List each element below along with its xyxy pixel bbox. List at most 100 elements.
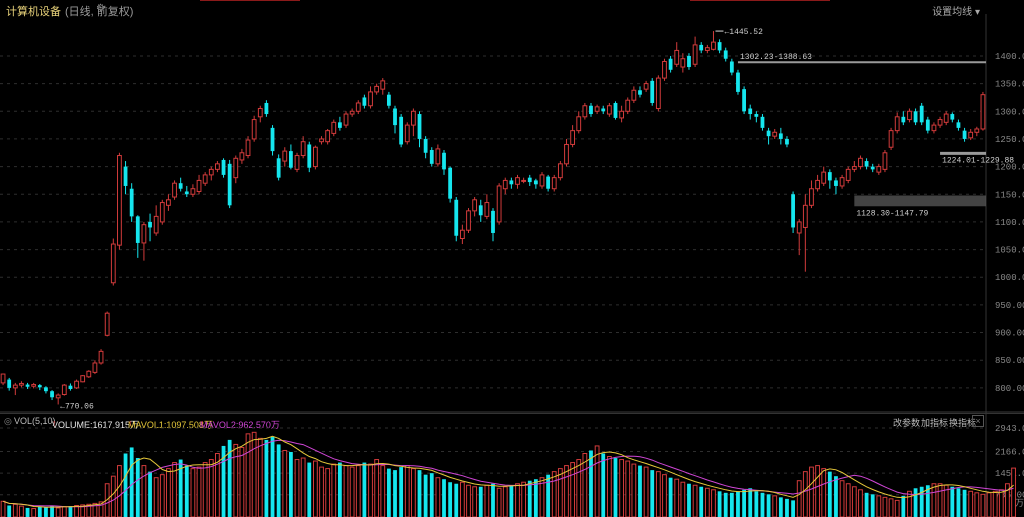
candle-body-up — [802, 204, 808, 228]
candle-body-down — [25, 384, 30, 387]
volume-bar-down — [766, 494, 771, 517]
candle-body-down — [68, 385, 73, 389]
candle-body-up — [215, 163, 220, 170]
volume-bar-down — [270, 436, 275, 517]
volume-bar-down — [748, 488, 753, 517]
volume-bar-down — [864, 492, 869, 517]
close-indicator-icon[interactable]: × — [972, 415, 984, 427]
volume-bar-down — [736, 491, 740, 517]
volume-bar-down — [533, 479, 538, 517]
volume-bar-down — [221, 445, 226, 517]
volume-bar-up — [606, 456, 612, 517]
volume-bar-up — [815, 465, 820, 517]
candle-body-up — [821, 171, 827, 184]
volume-bar-up — [643, 466, 649, 517]
volume-bar-up — [239, 446, 245, 517]
candle-body-down — [736, 72, 740, 92]
volume-bar-up — [839, 480, 845, 517]
candle-body-up — [117, 155, 122, 246]
candle-body-up — [380, 80, 386, 90]
candle-body-up — [692, 44, 698, 65]
candle-body-down — [613, 102, 618, 118]
volume-bar-up — [343, 465, 349, 517]
volume-bar-down — [264, 439, 269, 517]
volume-bar-down — [454, 483, 459, 517]
volume-bar-down — [68, 506, 73, 517]
candle-body-up — [312, 146, 318, 168]
volume-bar-up — [404, 465, 410, 517]
volume-bar-up — [435, 477, 441, 517]
candle-body-down — [778, 133, 783, 139]
volume-bar-down — [129, 447, 134, 517]
volume-bar-down — [791, 500, 795, 517]
volume-bar-up — [380, 465, 386, 517]
volume-bar-up — [153, 477, 159, 517]
candle-body-up — [888, 130, 894, 148]
volume-bar-up — [86, 503, 92, 517]
candle-body-up — [680, 58, 686, 68]
candle-body-up — [619, 110, 625, 119]
candle-body-down — [448, 167, 453, 199]
candle-body-down — [913, 111, 918, 123]
candle-body-up — [515, 177, 520, 185]
gap-zone-label: 1128.30-1147.79 — [856, 209, 928, 218]
settings-gear-icon[interactable]: ⚙ — [96, 3, 105, 14]
volume-bar-up — [374, 459, 380, 517]
candle-body-down — [717, 42, 722, 51]
price-tick-label: 1050.00 — [995, 246, 1024, 256]
candle-body-down — [729, 61, 734, 73]
volume-bar-up — [355, 465, 361, 517]
candle-body-up — [410, 110, 416, 126]
volume-bar-up — [631, 463, 637, 517]
volume-bar-up — [796, 480, 802, 517]
candle-body-down — [264, 102, 269, 115]
candle-body-down — [50, 391, 54, 398]
volume-bar-up — [564, 465, 569, 517]
volume-bar-up — [282, 449, 288, 517]
candle-body-up — [980, 94, 986, 130]
set-ma-button[interactable]: 设置均线 ▾ — [932, 7, 980, 18]
candle-body-up — [466, 210, 471, 231]
candle-body-up — [31, 384, 37, 387]
candle-body-up — [882, 152, 888, 170]
volume-bar-down — [925, 485, 930, 517]
volume-bar-down — [919, 486, 924, 517]
volume-bar-down — [393, 470, 397, 517]
candle-body-up — [294, 155, 300, 170]
candle-body-down — [393, 108, 397, 126]
candle-body-up — [245, 139, 251, 157]
volume-bar-down — [778, 497, 783, 517]
candle-body-up — [551, 177, 557, 190]
candle-body-down — [870, 166, 875, 170]
volume-bar-down — [546, 474, 551, 517]
candle-body-down — [129, 188, 134, 217]
volume-bar-down — [362, 462, 367, 517]
candle-body-up — [74, 380, 79, 389]
candle-body-up — [98, 350, 104, 364]
candle-body-down — [638, 90, 642, 95]
volume-bar-up — [557, 468, 563, 517]
volume-bar-down — [827, 471, 832, 517]
candle-body-down — [546, 176, 551, 189]
mavol2-line — [2, 439, 1014, 508]
volume-bar-up — [576, 459, 582, 517]
volume-bar-up — [166, 468, 171, 517]
change-params-button[interactable]: 改参数 — [893, 418, 921, 428]
candle-body-down — [650, 80, 655, 103]
candle-body-up — [233, 157, 239, 179]
volume-bar-down — [509, 485, 514, 517]
volume-bar-up — [141, 465, 147, 517]
volume-bar-down — [37, 506, 42, 517]
add-indicator-button[interactable]: 加指标 — [921, 418, 949, 428]
switch-indicator-button[interactable]: 换指标 — [949, 418, 977, 428]
price-tick-label: 1100.00 — [995, 218, 1024, 228]
candle-body-down — [901, 116, 906, 123]
candle-body-down — [864, 161, 869, 167]
vol-icon[interactable]: ◎ — [4, 416, 12, 426]
volume-bar-down — [650, 470, 655, 517]
candle-body-up — [404, 124, 410, 143]
candle-body-up — [459, 229, 465, 240]
price-tick-label: 1250.00 — [995, 135, 1024, 145]
mavol1-line — [2, 435, 1014, 508]
volume-bar-up — [858, 489, 863, 517]
